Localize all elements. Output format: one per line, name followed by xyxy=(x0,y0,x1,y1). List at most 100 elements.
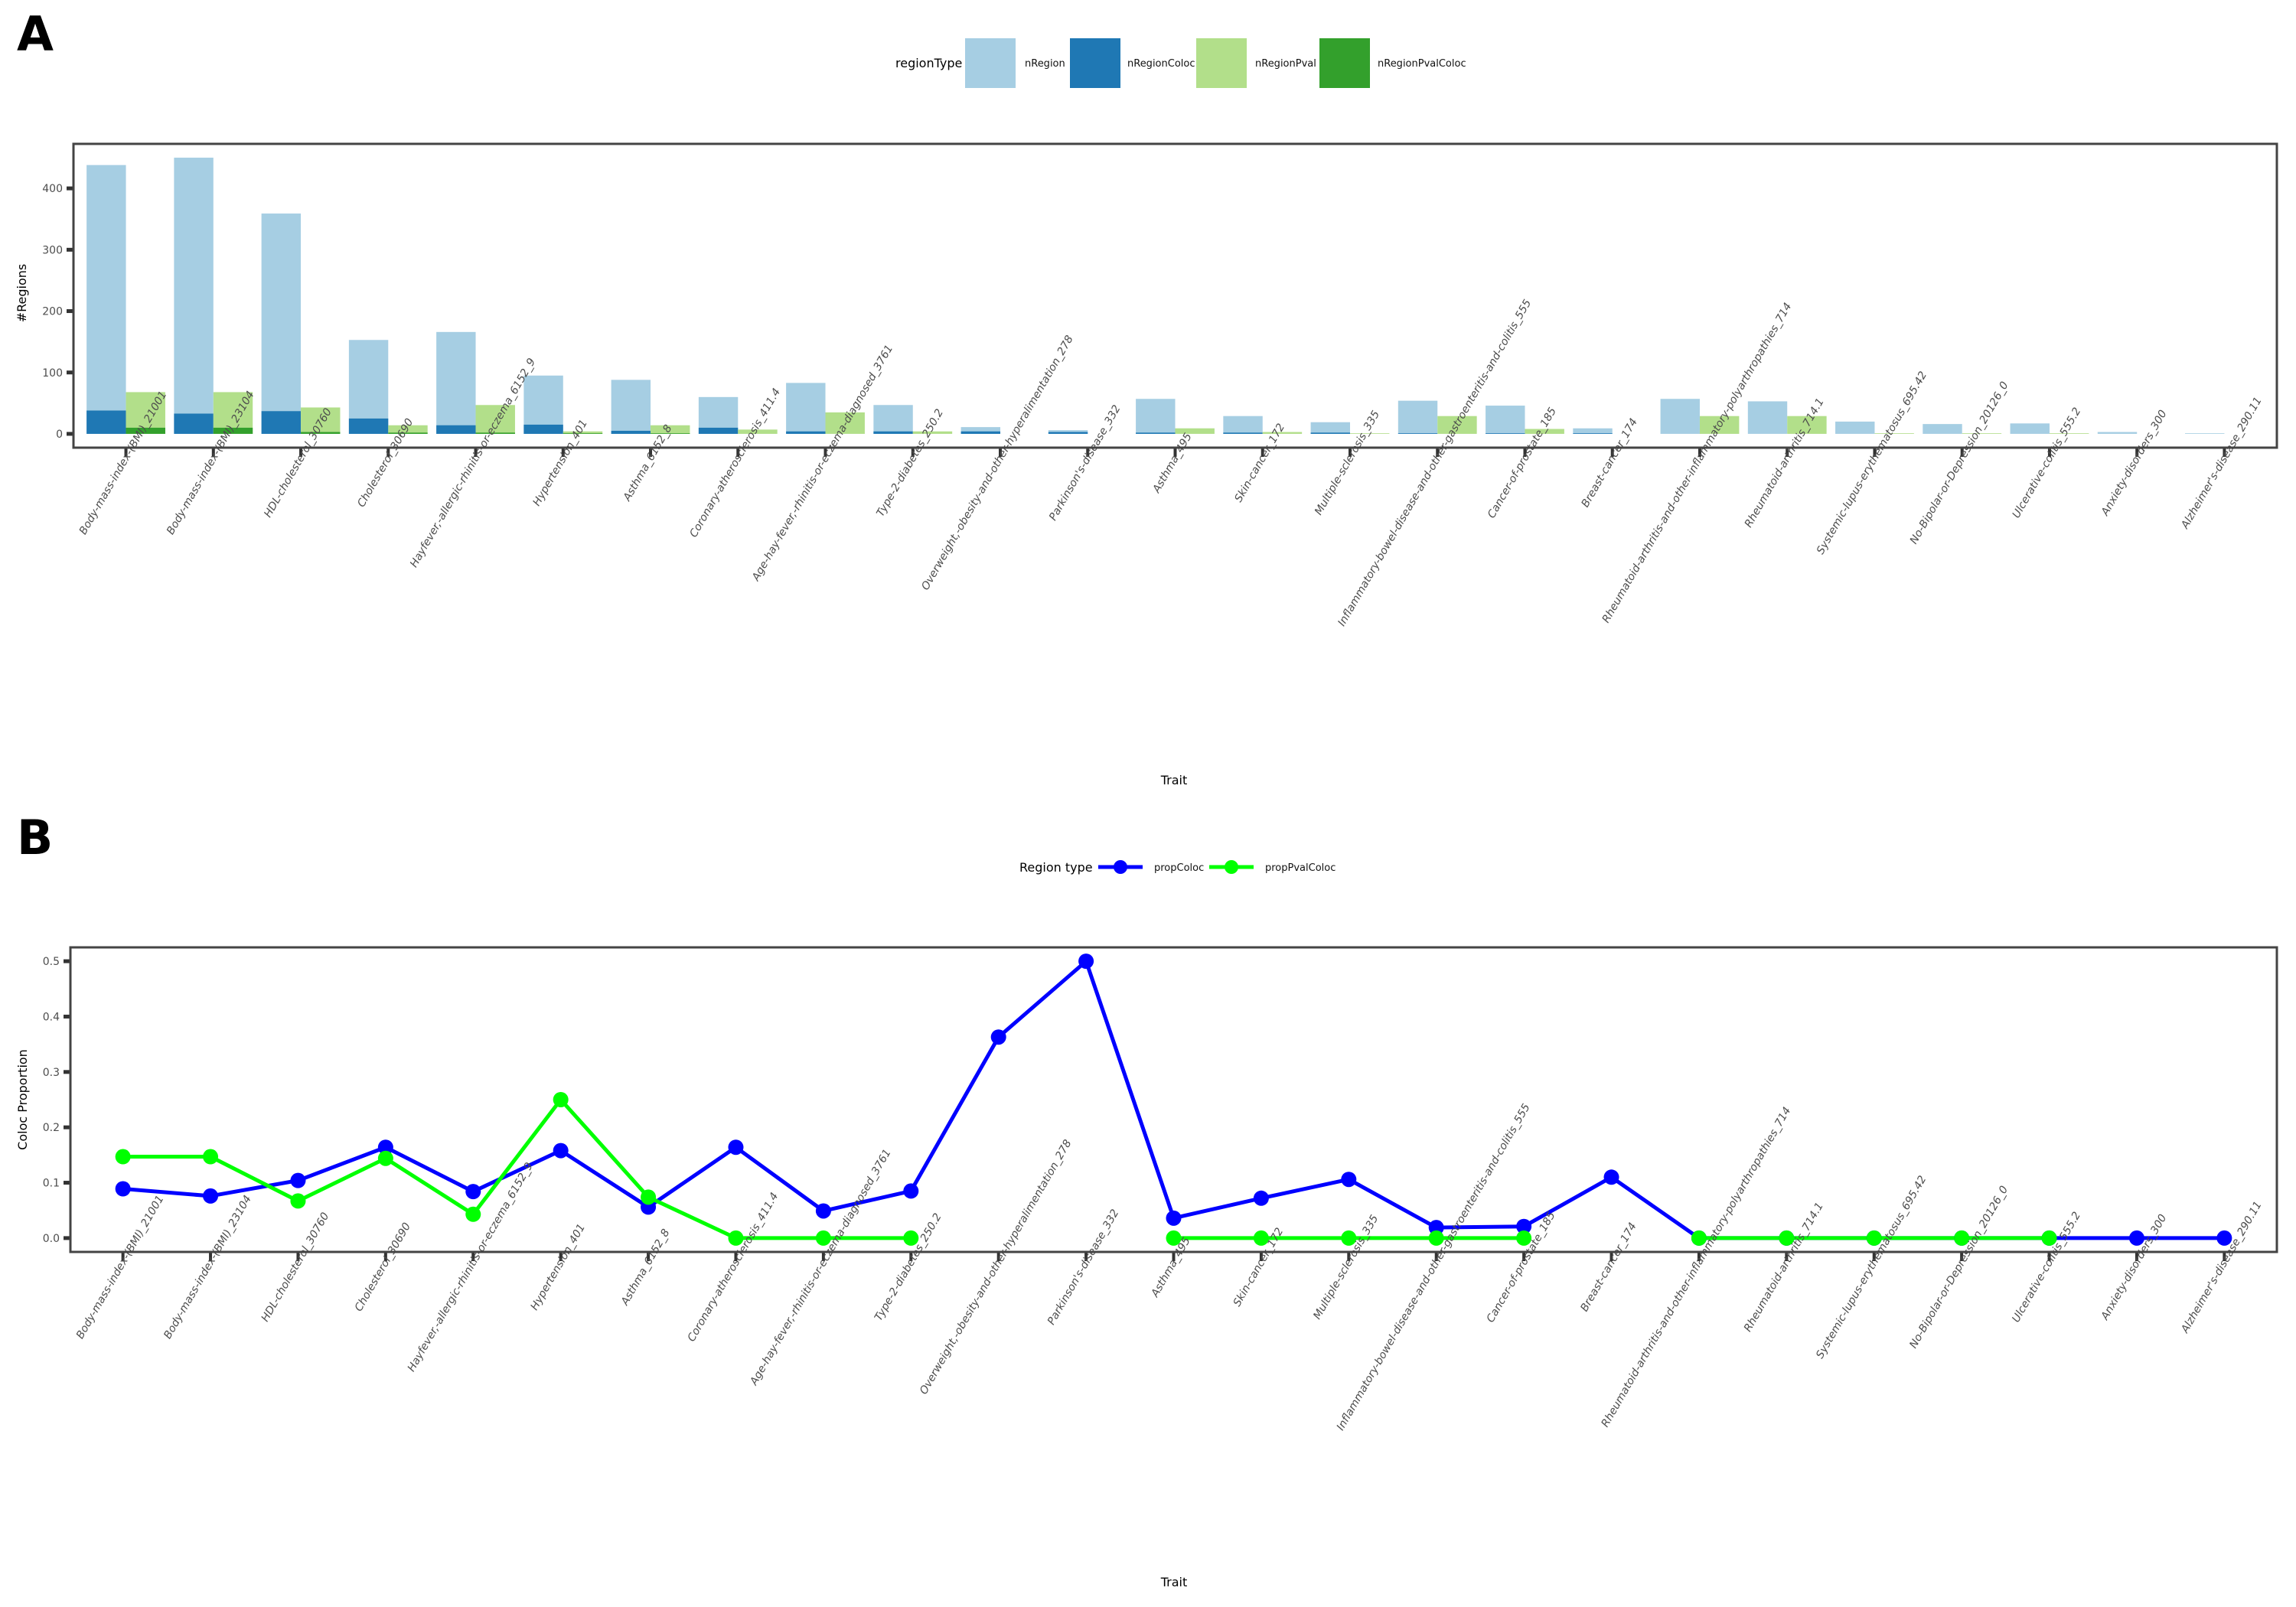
bar-nregionpval xyxy=(475,405,515,434)
bar-nregioncoloc xyxy=(873,431,913,434)
legend-swatch-nregionpvalcoloc xyxy=(1319,38,1370,88)
point-propcoloc xyxy=(377,1139,393,1156)
bar-nregioncoloc xyxy=(1573,433,1613,434)
bar-nregion xyxy=(523,375,563,434)
legend-a: regionType nRegion nRegionColoc nRegionPva… xyxy=(895,38,1466,88)
x-tick-label: Asthma_6152_8 xyxy=(618,1227,672,1308)
legend-swatch-nregionpval xyxy=(1196,38,1247,88)
x-tick-label: Ulcerative-colitis_555.2 xyxy=(2010,1210,2083,1325)
bar-nregion xyxy=(1136,399,1176,434)
plot-border xyxy=(69,946,2278,1253)
x-tick-label: Rheumatoid-arthritis-and-other-inflammat… xyxy=(1600,1105,1794,1429)
bar-nregioncoloc xyxy=(523,424,563,434)
point-propcoloc xyxy=(465,1184,481,1200)
bar-nregionpval xyxy=(1175,428,1215,434)
x-tick-label: Anxiety-disorders_300 xyxy=(2099,408,2170,518)
bar-nregionpval xyxy=(126,392,165,434)
x-tick-label: Systemic-lupus-erythematosus_695.42 xyxy=(1814,1174,1929,1361)
point-proppvalcoloc xyxy=(2041,1230,2057,1246)
bar-nregionpval xyxy=(738,429,778,434)
bar-nregionpval xyxy=(1525,429,1564,434)
bar-nregionpvalcoloc xyxy=(475,432,515,434)
point-proppvalcoloc xyxy=(1166,1230,1182,1246)
x-tick-label: Asthma_495 xyxy=(1150,431,1195,495)
bar-nregionpval xyxy=(2049,433,2089,434)
x-tick-label: Parkinson's-disease_332 xyxy=(1045,1208,1122,1328)
y-tick-label: 300 xyxy=(42,244,63,256)
bar-nregionpval xyxy=(912,431,953,434)
line-chart-panel-b: 0.0 0.1 0.2 0.3 0.4 0.5 Body-mass-index-(BMI)_… xyxy=(43,946,2278,1433)
bar-nregion xyxy=(261,214,302,434)
x-tick-label: Cholesterol_30690 xyxy=(353,1221,413,1313)
point-proppvalcoloc xyxy=(553,1092,569,1107)
bar-nregioncoloc xyxy=(436,425,476,434)
x-axis-title-b: Trait xyxy=(1160,1575,1188,1589)
x-tick-label: Multiple-sclerosis_335 xyxy=(1311,1213,1381,1322)
bar-nregion xyxy=(786,383,826,434)
x-tick-label: Overweight,-obesity-and-other-hyperalime… xyxy=(918,1138,1075,1397)
x-tick-label: Alzheimer's-disease_290.11 xyxy=(2179,1199,2265,1335)
bar-nregion xyxy=(348,340,389,434)
bar-nregion xyxy=(1660,399,1700,434)
bar-nregionpval xyxy=(563,431,603,434)
x-tick-label: Inflammatory-bowel-disease-and-other-gas… xyxy=(1335,1102,1533,1433)
bar-nregion xyxy=(873,405,913,434)
x-tick-label: Anxiety-disorders_300 xyxy=(2099,1212,2170,1322)
line-proppvalcoloc xyxy=(122,1097,2050,1240)
bar-nregionpval xyxy=(651,425,690,434)
legend-label-nregioncoloc: nRegionColoc xyxy=(1127,58,1195,70)
x-tick-label: Skin-cancer_172 xyxy=(1232,422,1287,504)
point-propcoloc xyxy=(728,1139,744,1156)
point-proppvalcoloc xyxy=(115,1149,131,1165)
bar-nregioncoloc xyxy=(348,418,389,434)
bar-nregion xyxy=(1923,424,1962,434)
point-propcoloc xyxy=(1428,1220,1444,1236)
bar-nregionpval xyxy=(825,412,865,434)
point-proppvalcoloc xyxy=(203,1149,219,1165)
point-proppvalcoloc xyxy=(1954,1230,1970,1246)
x-tick-label: Inflammatory-bowel-disease-and-other-gas… xyxy=(1336,298,1534,629)
x-tick-label: Body-mass-index-(BMI)_21001 xyxy=(74,1193,167,1341)
bar-nregioncoloc xyxy=(1397,433,1438,434)
x-tick-label: Overweight,-obesity-and-other-hyperalime… xyxy=(919,334,1076,592)
y-tick-label: 200 xyxy=(42,306,63,318)
bar-chart-panel-a: 0100200300400Body-mass-index-(BMI)_21001… xyxy=(42,142,2278,629)
bar-nregionpval xyxy=(1962,433,2002,434)
bar-nregioncoloc xyxy=(86,410,126,434)
point-proppvalcoloc xyxy=(1253,1230,1269,1246)
bar-nregionpval xyxy=(1437,416,1477,434)
point-propcoloc xyxy=(1253,1190,1269,1206)
point-proppvalcoloc xyxy=(903,1230,919,1246)
bar-nregion xyxy=(436,331,476,434)
panel-label-a: A xyxy=(17,6,54,62)
point-proppvalcoloc xyxy=(465,1206,481,1222)
y-axis-title-a: #Regions xyxy=(15,264,29,323)
x-tick-label: Age-hay-fever,-rhinitis-or-eczema-diagno… xyxy=(749,343,895,584)
bar-nregionpvalcoloc xyxy=(301,432,341,434)
point-proppvalcoloc xyxy=(1691,1230,1707,1246)
legend-label-propcoloc: propColoc xyxy=(1154,862,1204,874)
legend-label-nregion: nRegion xyxy=(1025,58,1065,70)
bar-nregioncoloc xyxy=(960,431,1001,434)
legend-label-proppvalcoloc: propPvalColoc xyxy=(1265,862,1336,874)
x-tick-label: Type-2-diabetes_250.2 xyxy=(872,1211,944,1323)
bar-nregionpval xyxy=(1874,433,1914,434)
point-propcoloc xyxy=(2128,1230,2144,1246)
point-propcoloc xyxy=(903,1183,919,1199)
bar-nregioncoloc xyxy=(1048,432,1088,434)
bar-nregioncoloc xyxy=(261,411,302,434)
point-propcoloc xyxy=(203,1188,219,1204)
bar-nregionpvalcoloc xyxy=(126,427,165,434)
bar-nregionpvalcoloc xyxy=(563,433,603,434)
panel-label-b: B xyxy=(17,810,53,865)
bar-nregionpval xyxy=(1787,416,1827,434)
legend-marker-propcoloc xyxy=(1114,860,1127,874)
y-tick-label: 0.5 xyxy=(43,956,60,968)
legend-marker-proppvalcoloc xyxy=(1225,860,1238,874)
x-tick-label: Body-mass-index-(BMI)_23104 xyxy=(161,1193,254,1341)
bar-nregionpvalcoloc xyxy=(651,433,690,434)
y-tick-label: 0 xyxy=(56,429,63,441)
legend-b: Region type propColoc propPvalColoc xyxy=(1019,860,1336,875)
point-propcoloc xyxy=(1078,953,1094,970)
